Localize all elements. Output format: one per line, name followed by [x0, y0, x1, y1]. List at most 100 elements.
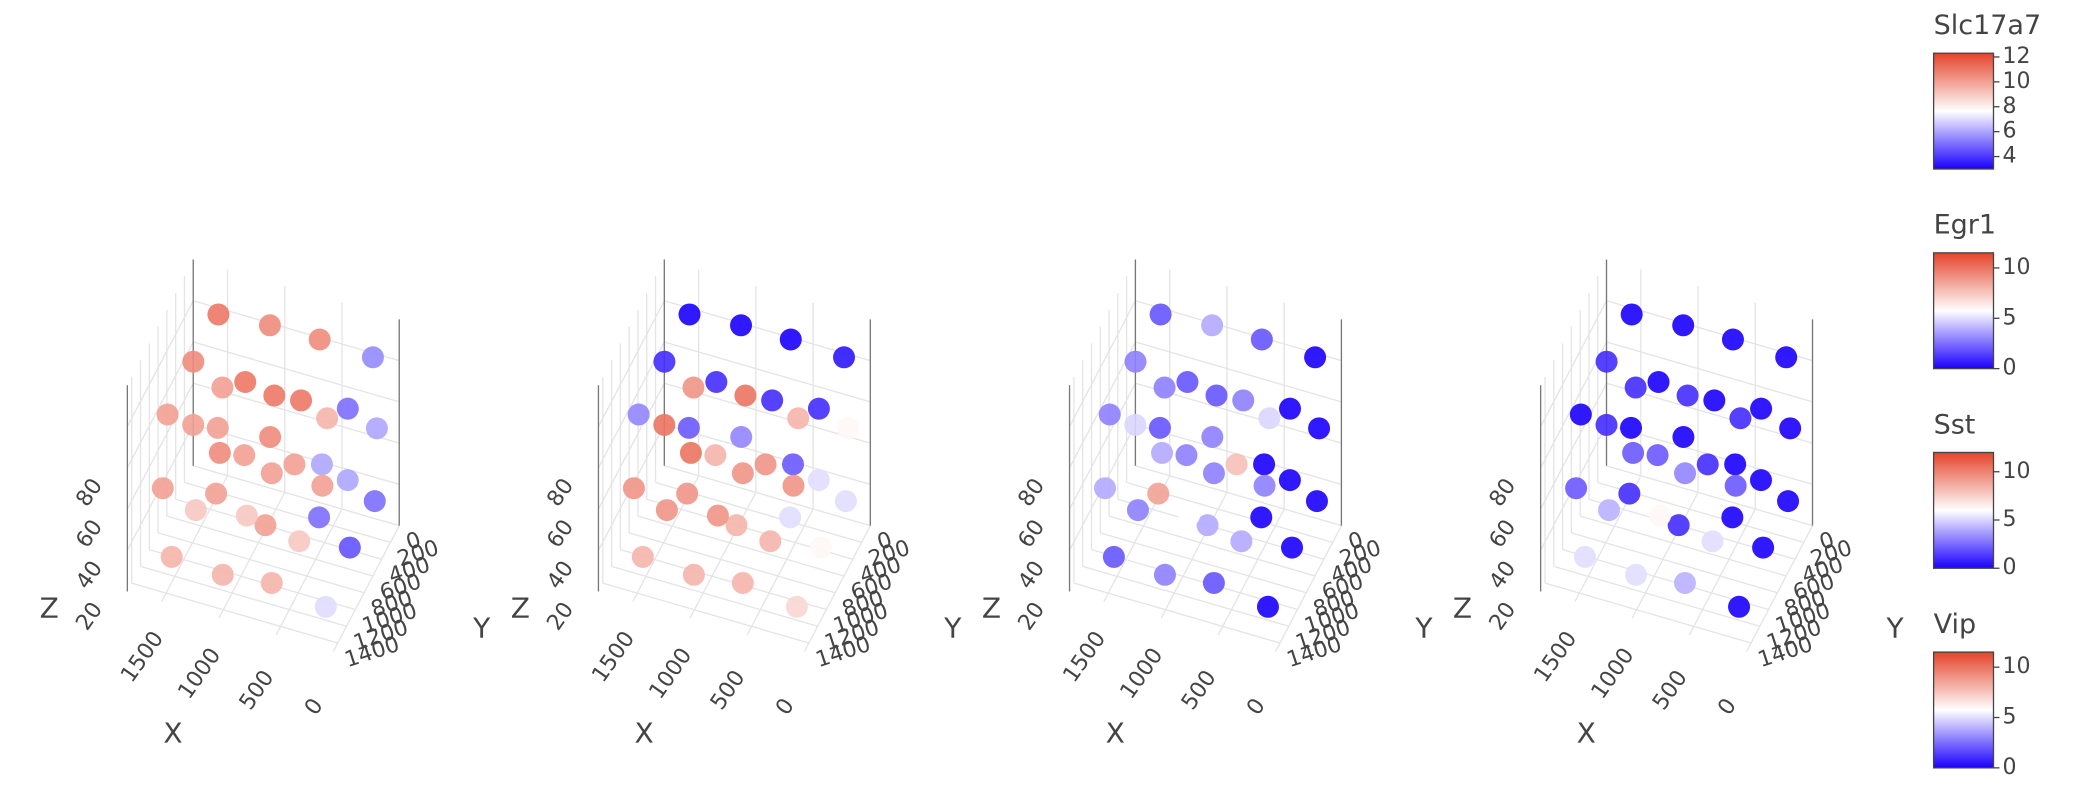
grid-line	[1135, 465, 1342, 527]
point	[1703, 389, 1726, 412]
point	[184, 499, 207, 522]
point	[1775, 346, 1798, 369]
grid-line	[1217, 508, 1285, 636]
point	[1674, 462, 1697, 485]
point	[622, 477, 645, 500]
point	[834, 490, 857, 513]
x-tick-label: 1500	[1059, 627, 1112, 687]
z-tick-label: 80	[1485, 474, 1522, 511]
colorbar-tick-label: 12	[2002, 44, 2030, 69]
point	[676, 482, 699, 505]
colorbar-fill	[1932, 52, 1995, 170]
x-tick-label: 1500	[1530, 627, 1583, 687]
point	[1305, 490, 1328, 513]
scene: 0500100015000200400600800100012001400204…	[40, 259, 491, 750]
point	[311, 474, 334, 497]
point	[1620, 416, 1643, 439]
colorbar-tick-label: 10	[2002, 69, 2030, 94]
point	[1278, 397, 1301, 420]
point	[1196, 514, 1219, 537]
colorbar: Vip 0 5 10	[1932, 609, 2030, 780]
z-tick-label: 40	[543, 557, 580, 594]
grid-line	[664, 341, 871, 403]
point	[235, 504, 258, 527]
grid-line	[597, 300, 665, 427]
x-tick-label: 500	[235, 666, 280, 715]
point	[1094, 477, 1117, 500]
point	[1153, 563, 1176, 586]
point	[1752, 536, 1775, 559]
x-tick-label: 0	[300, 694, 329, 720]
grid-line	[1540, 300, 1608, 427]
colorbar-tick-label: 0	[2002, 356, 2016, 381]
point	[1724, 453, 1747, 476]
point	[1573, 545, 1596, 568]
scene: 0500100015000200400600800100012001400204…	[982, 259, 1433, 750]
point	[1178, 504, 1201, 527]
x-tick-label: 1000	[174, 644, 227, 704]
point	[290, 389, 313, 412]
point	[1676, 384, 1699, 407]
y-axis-title: Y	[1414, 611, 1433, 644]
x-tick-label: 500	[706, 666, 751, 715]
point	[761, 389, 784, 412]
grid-line	[664, 465, 871, 527]
colorbar-tick-label: 0	[2002, 755, 2016, 780]
colorbar-tick-label: 10	[2002, 654, 2030, 679]
grid-line	[332, 525, 400, 652]
point	[206, 416, 229, 439]
grid-line	[1274, 525, 1342, 652]
point	[1749, 469, 1772, 492]
point	[1256, 595, 1279, 618]
point	[182, 413, 205, 436]
point	[1595, 413, 1618, 436]
point	[1126, 499, 1149, 522]
x-axis-title: X	[1577, 717, 1596, 750]
grid-line	[597, 341, 665, 469]
x-tick-label: 1000	[645, 644, 698, 704]
point	[705, 371, 728, 394]
point	[1124, 413, 1147, 436]
point	[1153, 376, 1176, 399]
point	[781, 453, 804, 476]
point	[836, 417, 859, 440]
point	[734, 384, 757, 407]
x-tick-label: 1500	[116, 627, 169, 687]
point	[160, 545, 183, 568]
point	[1673, 571, 1696, 594]
point	[336, 397, 359, 420]
colorbar-tick-label: 6	[2002, 119, 2016, 144]
point	[1696, 453, 1719, 476]
point	[316, 407, 339, 430]
point	[631, 545, 654, 568]
grid-line	[803, 525, 871, 652]
x-tick-label: 1000	[1587, 644, 1640, 704]
x-tick-label: 0	[1242, 694, 1271, 720]
point	[1724, 474, 1747, 497]
point	[1124, 350, 1147, 373]
grid-line	[602, 582, 810, 644]
grid-line	[1571, 532, 1778, 594]
point	[1281, 536, 1304, 559]
z-tick-label: 60	[1014, 515, 1051, 552]
point	[1202, 571, 1225, 594]
grid-line	[1073, 582, 1281, 644]
point	[151, 477, 174, 500]
point	[730, 426, 753, 449]
z-axis-title: Z	[40, 591, 59, 624]
point	[1147, 482, 1170, 505]
point	[1102, 545, 1125, 568]
point	[682, 376, 705, 399]
point	[1250, 506, 1273, 529]
point	[260, 571, 283, 594]
colorbar-title: Egr1	[1934, 210, 1996, 241]
grid-line	[1579, 515, 1787, 577]
grid-line	[611, 565, 818, 627]
x-axis-title: X	[634, 717, 653, 750]
grid-line	[597, 382, 665, 510]
point	[1202, 462, 1225, 485]
x-tick-label: 0	[1713, 694, 1742, 720]
point	[1624, 376, 1647, 399]
point	[1750, 397, 1773, 420]
point	[731, 571, 754, 594]
